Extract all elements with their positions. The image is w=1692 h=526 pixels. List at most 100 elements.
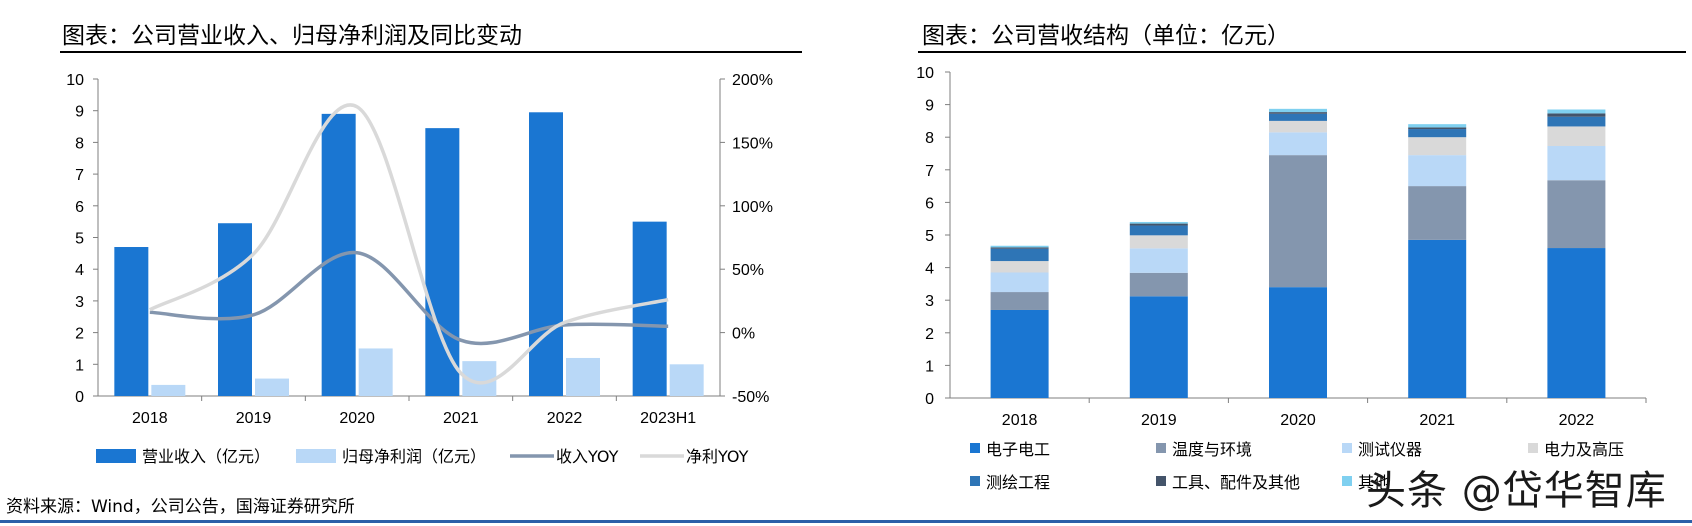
chart2-bar-segment bbox=[1408, 186, 1467, 240]
bottom-divider bbox=[0, 520, 1692, 523]
chart1-left-tick-label: 5 bbox=[75, 231, 84, 248]
chart1-left-tick-label: 0 bbox=[75, 389, 84, 406]
chart2-y-tick-label: 10 bbox=[916, 65, 934, 82]
chart2-y-tick-label: 5 bbox=[925, 228, 934, 245]
chart2-legend-swatch bbox=[970, 476, 980, 486]
chart2-bar-segment bbox=[1547, 126, 1606, 147]
chart2-y-tick-label: 0 bbox=[925, 391, 934, 408]
chart2-legend-label: 工具、配件及其他 bbox=[1172, 473, 1300, 492]
chart2-bar-segment bbox=[1269, 155, 1327, 288]
chart2-bar-segment bbox=[1547, 109, 1606, 114]
chart2-x-tick-label: 2021 bbox=[1419, 412, 1455, 429]
chart1-left-tick-label: 6 bbox=[75, 199, 84, 216]
chart2-bar-segment bbox=[1547, 116, 1606, 127]
chart2-y-tick-label: 2 bbox=[925, 326, 934, 343]
chart1-left-tick-label: 8 bbox=[75, 135, 84, 152]
chart2-legend-label: 其他 bbox=[1358, 473, 1390, 492]
chart1-left-tick-label: 7 bbox=[75, 167, 84, 184]
chart1-bar-profit bbox=[566, 357, 600, 396]
chart1-line-revenue-yoy bbox=[149, 250, 669, 346]
chart2-legend-label: 测绘工程 bbox=[986, 473, 1050, 492]
chart1-bar-revenue bbox=[114, 247, 149, 396]
chart2-legend-label: 测试仪器 bbox=[1358, 440, 1422, 459]
chart2-bar-segment bbox=[1547, 146, 1606, 181]
chart2-bar-segment bbox=[1269, 113, 1327, 121]
chart2-legend-swatch bbox=[1156, 443, 1166, 453]
chart2-bar-segment bbox=[990, 309, 1049, 398]
chart2-bar-segment bbox=[1547, 248, 1606, 398]
chart1-bar-revenue bbox=[529, 112, 563, 396]
chart2-bar-segment bbox=[1129, 235, 1188, 249]
chart1-legend-swatch bbox=[96, 449, 136, 463]
chart2-legend-swatch bbox=[970, 443, 980, 453]
chart2-y-tick-label: 7 bbox=[925, 163, 934, 180]
chart1-right-tick-label: 200% bbox=[732, 72, 773, 89]
chart2-bar-segment bbox=[1129, 225, 1188, 236]
chart2-bar-segment bbox=[1129, 221, 1188, 224]
chart2-legend-swatch bbox=[1156, 476, 1166, 486]
chart2-bar-segment bbox=[1408, 137, 1467, 156]
chart2-bar-segment bbox=[1408, 124, 1467, 128]
chart1-legend-label: 归母净利润（亿元） bbox=[342, 447, 486, 466]
chart2-legend-label: 电子电工 bbox=[986, 440, 1050, 459]
chart2-bar-segment bbox=[1547, 113, 1606, 117]
chart1-x-tick-label: 2019 bbox=[236, 410, 272, 427]
chart2-y-tick-label: 1 bbox=[925, 358, 934, 375]
chart2-x-tick-label: 2022 bbox=[1559, 412, 1595, 429]
chart2-legend-label: 温度与环境 bbox=[1172, 440, 1252, 459]
chart2-y-tick-label: 3 bbox=[925, 293, 934, 310]
chart1-right-tick-label: 150% bbox=[732, 135, 773, 152]
chart2-legend-label: 电力及高压 bbox=[1544, 440, 1624, 459]
chart1-bar-profit bbox=[151, 384, 186, 396]
chart1-legend-label: 营业收入（亿元） bbox=[142, 447, 270, 466]
chart2-bar-segment bbox=[1269, 108, 1327, 113]
chart1-x-tick-label: 2022 bbox=[547, 410, 583, 427]
chart2-bar-segment bbox=[1269, 287, 1327, 398]
chart2-title: 图表：公司营收结构（单位：亿元） bbox=[922, 23, 1290, 49]
source-note: 资料来源：Wind，公司公告，国海证券研究所 bbox=[6, 497, 355, 517]
chart1-x-tick-label: 2023H1 bbox=[640, 410, 696, 427]
chart1-title: 图表：公司营业收入、归母净利润及同比变动 bbox=[62, 23, 522, 49]
chart1-right-tick-label: 100% bbox=[732, 199, 773, 216]
chart2-bar-segment bbox=[1408, 129, 1467, 138]
chart2-x-tick-label: 2020 bbox=[1280, 412, 1316, 429]
chart1-bar-profit bbox=[255, 378, 289, 396]
chart1-legend-label: 净利YOY bbox=[686, 447, 749, 466]
chart1-bar-revenue bbox=[632, 221, 667, 396]
chart2-bar-segment bbox=[990, 247, 1049, 249]
chart2-bar-segment bbox=[990, 248, 1049, 262]
chart1-bar-revenue bbox=[425, 128, 460, 396]
chart2-bar-segment bbox=[1269, 132, 1327, 156]
chart2-x-tick-label: 2019 bbox=[1141, 412, 1177, 429]
chart1-left-tick-label: 2 bbox=[75, 326, 84, 343]
chart1-left-tick-label: 10 bbox=[66, 72, 84, 89]
chart1-left-tick-label: 1 bbox=[75, 357, 84, 374]
chart2-legend-swatch bbox=[1342, 443, 1352, 453]
chart1-bar-revenue bbox=[218, 223, 252, 396]
chart2-bar-segment bbox=[1408, 127, 1467, 130]
chart1-title-rule bbox=[60, 51, 802, 53]
chart2-bar-segment bbox=[1129, 296, 1188, 398]
chart1-left-tick-label: 4 bbox=[75, 262, 84, 279]
chart2-legend-swatch bbox=[1528, 443, 1538, 453]
chart1-left-tick-label: 9 bbox=[75, 104, 84, 121]
chart2-x-tick-label: 2018 bbox=[1002, 412, 1038, 429]
chart2-y-tick-label: 9 bbox=[925, 98, 934, 115]
chart2-bar-segment bbox=[990, 292, 1049, 310]
chart2-bar-segment bbox=[1129, 272, 1188, 297]
chart1-bar-profit bbox=[669, 364, 704, 396]
chart2-bar-segment bbox=[1408, 155, 1467, 187]
chart1-right-tick-label: 50% bbox=[732, 262, 764, 279]
chart1-right-tick-label: -50% bbox=[732, 389, 769, 406]
chart2-bar-segment bbox=[1408, 239, 1467, 398]
chart2-bar-segment bbox=[1269, 112, 1327, 114]
chart2-bar-segment bbox=[990, 272, 1049, 293]
chart1-x-tick-label: 2020 bbox=[339, 410, 375, 427]
chart2-y-tick-label: 6 bbox=[925, 195, 934, 212]
chart2-title-rule bbox=[918, 51, 1686, 53]
chart2-bar-segment bbox=[990, 245, 1049, 248]
chart2-bar-segment bbox=[990, 261, 1049, 273]
chart1-bar-profit bbox=[358, 348, 393, 396]
chart1-legend-swatch bbox=[296, 449, 336, 463]
